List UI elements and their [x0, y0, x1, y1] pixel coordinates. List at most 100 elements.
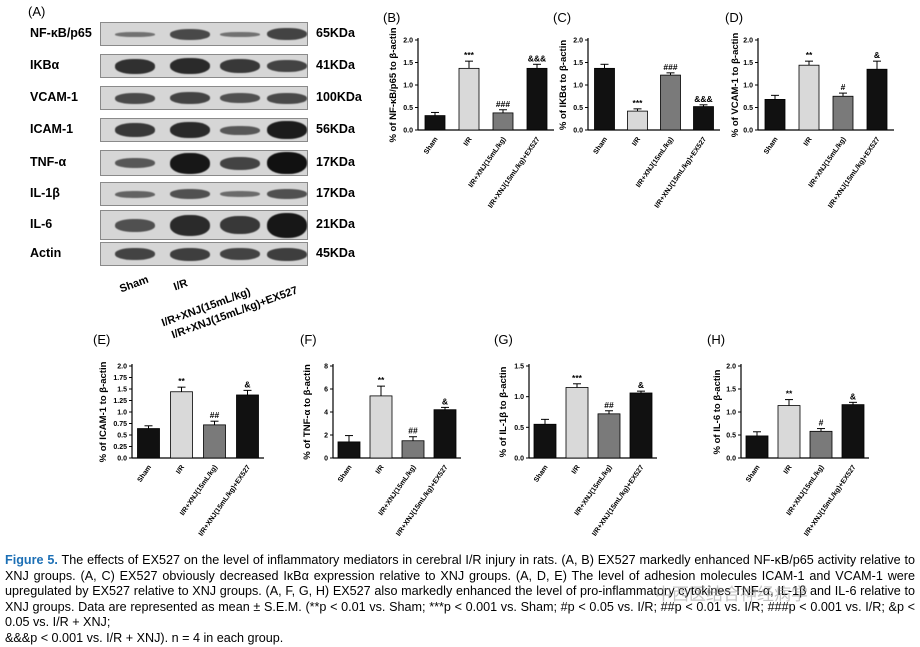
y-tick-label: 1.0: [117, 410, 127, 417]
blot-band: [115, 58, 155, 74]
blot-band: [267, 60, 307, 72]
y-tick-label: 0.5: [117, 433, 127, 440]
caption-body-end: &&&p < 0.001 vs. I/R + XNJ). n = 4 in ea…: [5, 630, 284, 645]
blot-size-label: 41KDa: [316, 58, 355, 72]
bar: [809, 430, 833, 459]
significance-label: ***: [464, 50, 475, 60]
blot-band: [220, 216, 260, 234]
x-tick-label: I/R: [803, 136, 814, 147]
y-axis-label: % of IL-6 to β-actin: [712, 369, 723, 454]
bar: [565, 387, 589, 459]
y-tick-label: 8: [324, 364, 328, 371]
blot-row-label: Actin: [30, 246, 62, 260]
y-tick-label: 1.5: [573, 60, 583, 67]
y-tick-label: 0.5: [743, 105, 753, 112]
significance-label: &: [874, 50, 880, 60]
x-tick-label: I/R: [463, 136, 474, 147]
y-tick-label: 2.0: [743, 38, 753, 45]
blot-band: [115, 190, 155, 198]
x-tick-label: I/R+XNJ(15mL/kg): [179, 464, 219, 517]
y-tick-label: 0.25: [113, 444, 127, 451]
y-axis-label: % of ICAM-1 to β-actin: [98, 361, 109, 462]
watermark: 中西医结合神经病学: [655, 585, 808, 604]
bar: [798, 64, 820, 131]
blot-band: [220, 125, 260, 135]
blot-band: [220, 191, 260, 197]
x-tick-label: Sham: [533, 464, 550, 484]
bar: [627, 110, 648, 131]
significance-label: ###: [496, 99, 510, 109]
significance-label: **: [786, 389, 793, 399]
y-tick-label: 2.0: [573, 38, 583, 45]
significance-label: #: [841, 82, 846, 92]
y-tick-label: 1.5: [514, 364, 524, 371]
significance-label: ###: [663, 62, 677, 72]
y-tick-label: 1.5: [403, 60, 413, 67]
blot-band: [115, 123, 155, 137]
y-tick-label: 0.5: [726, 433, 736, 440]
blot-row-label: IL-6: [30, 217, 53, 231]
blot-band: [267, 28, 307, 40]
x-tick-label: I/R: [571, 464, 582, 475]
blot-strip: [100, 150, 308, 176]
blot-band: [267, 92, 307, 104]
y-tick-label: 6: [324, 387, 328, 394]
blot-band: [220, 156, 260, 170]
x-tick-label: I/R: [631, 136, 642, 147]
x-tick-label: Sham: [423, 136, 440, 156]
y-tick-label: 2.0: [726, 364, 736, 371]
caption-body: The effects of EX527 on the level of inf…: [5, 553, 915, 630]
blot-band: [170, 152, 210, 174]
blot-row-label: IL-1β: [30, 186, 60, 200]
y-tick-label: 1.5: [117, 387, 127, 394]
panel-letter: (H): [707, 332, 725, 347]
x-tick-label: Sham: [337, 464, 354, 484]
y-tick-label: 1.0: [743, 83, 753, 90]
panel-letter: (F): [300, 332, 317, 347]
y-tick-label: 0.0: [743, 128, 753, 135]
x-tick-label: I/R+XNJ(15mL/kg): [635, 136, 675, 189]
blot-band: [115, 218, 155, 232]
blot-band: [220, 93, 260, 103]
blot-strip: [100, 54, 308, 78]
bar-charts: (B) 0.0 0.5 1.0 1.5 2.0 % of NF-κB/p65 to β-ac…: [93, 10, 894, 538]
blot-band: [170, 247, 210, 261]
bar: [424, 115, 446, 131]
blot-band: [170, 122, 210, 138]
significance-label: &&&: [528, 53, 546, 63]
bar: [458, 67, 480, 131]
y-axis-label: % of NF-κB/p65 to β-actin: [388, 27, 399, 142]
y-tick-label: 1.0: [573, 83, 583, 90]
bar: [137, 428, 160, 459]
y-tick-label: 2: [324, 433, 328, 440]
bar: [841, 404, 865, 459]
blot-row-label: ICAM-1: [30, 122, 74, 136]
blot-band: [170, 189, 210, 199]
blot-strip: [100, 242, 308, 266]
blot-size-label: 100KDa: [316, 90, 362, 104]
significance-label: **: [378, 375, 385, 385]
blot-band: [115, 92, 155, 104]
blot-band: [170, 214, 210, 236]
bar: [832, 95, 854, 131]
bar: [597, 413, 621, 459]
y-axis-label: % of IKBα to β-actin: [558, 40, 569, 130]
bar: [866, 68, 888, 131]
y-tick-label: 4: [324, 410, 328, 417]
blot-band: [115, 158, 155, 168]
panel-letter: (G): [494, 332, 513, 347]
y-tick-label: 0.0: [726, 456, 736, 463]
blot-band: [220, 248, 260, 260]
blot-row-label: IKBα: [30, 58, 60, 72]
significance-label: &: [638, 380, 644, 390]
significance-label: #: [819, 418, 824, 428]
x-tick-label: I/R+XNJ(15mL/kg): [468, 136, 508, 189]
y-tick-label: 1.75: [113, 375, 127, 382]
bar: [777, 405, 801, 459]
panel-letter: (C): [553, 10, 571, 25]
x-tick-label: I/R+XNJ(15mL/kg): [808, 136, 848, 189]
significance-label: &: [442, 396, 448, 406]
panel-letter: (B): [383, 10, 400, 25]
significance-label: &&&: [694, 94, 712, 104]
blot-row-label: TNF-α: [30, 155, 67, 169]
